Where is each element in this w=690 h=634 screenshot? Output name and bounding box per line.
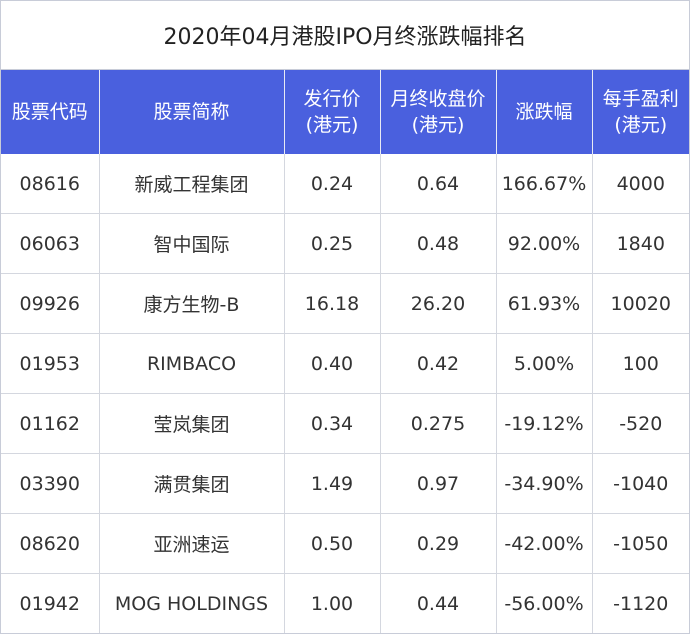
cell-change: -42.00%: [496, 513, 593, 574]
cell-close-price: 0.64: [380, 154, 497, 214]
cell-stock-name: 莹岚集团: [99, 393, 285, 454]
cell-change: -19.12%: [496, 393, 593, 454]
table-row: 01162 莹岚集团 0.34 0.275 -19.12% -520: [1, 393, 689, 454]
cell-close-price: 0.29: [380, 513, 497, 574]
cell-close-price: 0.275: [380, 393, 497, 454]
cell-issue-price: 0.40: [284, 333, 381, 394]
cell-stock-code: 06063: [1, 213, 100, 274]
header-close-price: 月终收盘价 (港元): [380, 70, 497, 154]
table-row: 08620 亚洲速运 0.50 0.29 -42.00% -1050: [1, 513, 689, 574]
cell-change: -34.90%: [496, 453, 593, 514]
cell-change: 5.00%: [496, 333, 593, 394]
cell-stock-code: 08616: [1, 154, 100, 214]
cell-stock-code: 03390: [1, 453, 100, 514]
cell-stock-code: 01162: [1, 393, 100, 454]
cell-stock-name: RIMBACO: [99, 333, 285, 394]
cell-issue-price: 1.00: [284, 573, 381, 633]
table-row: 09926 康方生物-B 16.18 26.20 61.93% 10020: [1, 273, 689, 334]
cell-issue-price: 0.25: [284, 213, 381, 274]
cell-issue-price: 1.49: [284, 453, 381, 514]
header-row: 股票代码 股票简称 发行价 (港元) 月终收盘价 (港元) 涨跌幅 每手盈利 (港元): [1, 70, 689, 154]
header-issue-price: 发行价 (港元): [284, 70, 381, 154]
cell-stock-name: 康方生物-B: [99, 273, 285, 334]
cell-issue-price: 0.24: [284, 154, 381, 214]
cell-close-price: 26.20: [380, 273, 497, 334]
cell-issue-price: 0.50: [284, 513, 381, 574]
cell-stock-name: 新威工程集团: [99, 154, 285, 214]
cell-profit-per-lot: -1050: [592, 513, 689, 574]
header-change: 涨跌幅: [496, 70, 593, 154]
cell-profit-per-lot: -1120: [613, 592, 669, 615]
header-stock-name: 股票简称: [99, 70, 285, 154]
cell-close-price: 0.48: [380, 213, 497, 274]
cell-profit-per-lot: 1840: [592, 213, 689, 274]
cell-profit-per-lot: 100: [592, 333, 689, 394]
cell-profit-per-lot: -520: [592, 393, 689, 454]
cell-stock-name: 满贯集团: [99, 453, 285, 514]
cell-stock-code: 01953: [1, 333, 100, 394]
cell-profit-per-lot: 10020: [592, 273, 689, 334]
header-profit-per-lot: 每手盈利 (港元): [592, 70, 689, 154]
cell-stock-code: 08620: [1, 513, 100, 574]
cell-issue-price: 0.34: [284, 393, 381, 454]
cell-stock-code: 01942: [1, 573, 100, 633]
header-stock-code: 股票代码: [1, 70, 100, 154]
cell-profit-per-lot: 4000: [592, 154, 689, 214]
cell-close-price: 0.97: [380, 453, 497, 514]
cell-issue-price: 16.18: [284, 273, 381, 334]
cell-stock-name: 智中国际: [99, 213, 285, 274]
cell-change: 92.00%: [496, 213, 593, 274]
cell-change: -56.00%: [496, 573, 593, 633]
cell-profit-per-lot: -1040: [592, 453, 689, 514]
ipo-ranking-table: 股票代码 股票简称 发行价 (港元) 月终收盘价 (港元) 涨跌幅 每手盈利 (港元)…: [1, 70, 689, 633]
table-row: 08616 新威工程集团 0.24 0.64 166.67% 4000: [1, 154, 689, 214]
table-row: 01942 MOG HOLDINGS 1.00 0.44 -56.00% -1120: [1, 573, 689, 633]
cell-change: 166.67%: [496, 154, 593, 214]
table-row: 06063 智中国际 0.25 0.48 92.00% 1840: [1, 213, 689, 274]
cell-stock-name: MOG HOLDINGS: [99, 573, 285, 633]
table-title: 2020年04月港股IPO月终涨跌幅排名: [1, 1, 689, 70]
cell-stock-code: 09926: [1, 273, 100, 334]
cell-close-price: 0.44: [380, 573, 497, 633]
cell-change: 61.93%: [496, 273, 593, 334]
cell-close-price: 0.42: [380, 333, 497, 394]
cell-stock-name: 亚洲速运: [99, 513, 285, 574]
table-row: 03390 满贯集团 1.49 0.97 -34.90% -1040: [1, 453, 689, 514]
table-row: 01953 RIMBACO 0.40 0.42 5.00% 100: [1, 333, 689, 394]
